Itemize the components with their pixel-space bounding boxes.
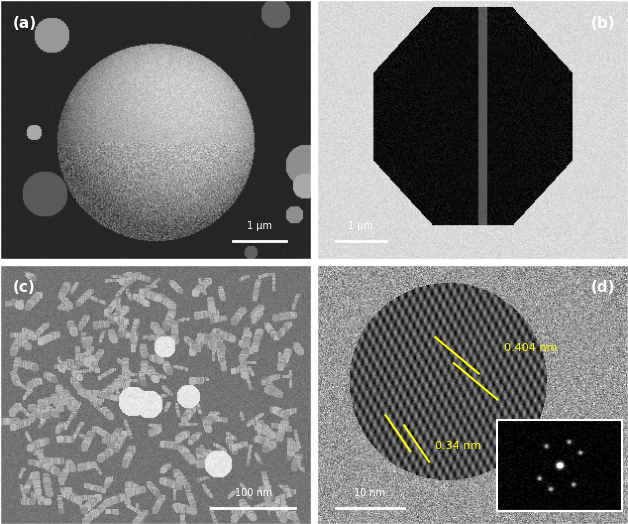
Text: 1 μm: 1 μm [348, 221, 373, 231]
Text: (a): (a) [13, 16, 36, 30]
Text: 0.34 nm: 0.34 nm [435, 441, 482, 451]
Text: 10 nm: 10 nm [354, 488, 386, 498]
Text: (b): (b) [591, 16, 615, 30]
Text: 1 μm: 1 μm [247, 221, 272, 231]
Text: 100 nm: 100 nm [235, 488, 272, 498]
Text: (d): (d) [591, 280, 615, 295]
Text: (c): (c) [13, 280, 35, 295]
Text: 0.404 nm: 0.404 nm [504, 343, 557, 353]
